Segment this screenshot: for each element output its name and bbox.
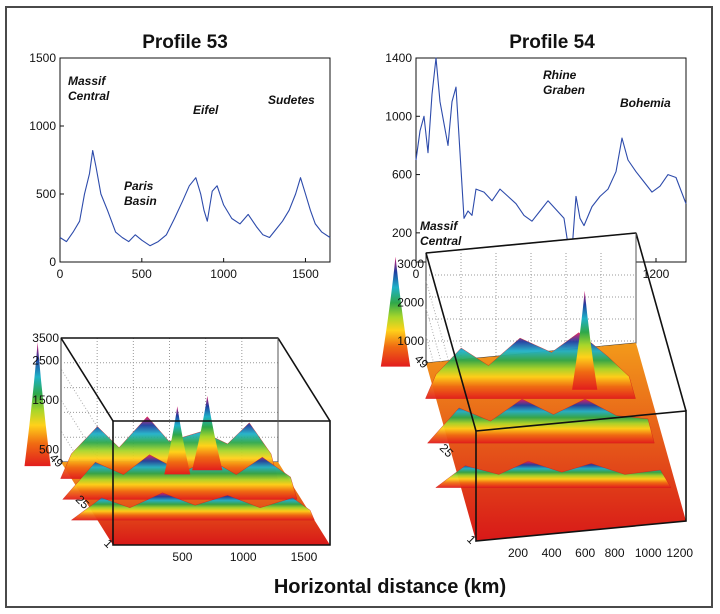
annotation-rhine-graben-line1: Rhine: [543, 68, 577, 82]
p53-ytick-label-2: 1000: [29, 119, 56, 133]
p53-xtick-label-0: 0: [57, 267, 64, 281]
annotation-massif-central-53-line2: Central: [68, 89, 110, 103]
s54-xtick-label-3: 800: [605, 546, 625, 560]
x-axis-label: Horizontal distance (km): [274, 576, 506, 598]
annotation-eifel: Eifel: [193, 103, 219, 117]
s53-surface-ridge-2: [70, 492, 315, 521]
annotation-bohemia: Bohemia: [620, 96, 671, 110]
s54-ztick-label-2: 3000: [397, 257, 424, 271]
p53-xtick-label-2: 1000: [210, 267, 237, 281]
s54-surface-ridge-1: [427, 398, 655, 444]
profile-53-plot-frame: [59, 57, 331, 263]
p54-ytick-label-0: 200: [392, 226, 412, 240]
annotation-paris-basin-line1: Paris: [124, 179, 154, 193]
s54-ztick-label-1: 2000: [397, 296, 424, 310]
s54-box-edge-top-right: [635, 232, 687, 412]
s53-xtick-label-0: 500: [172, 550, 192, 564]
s53-ztick-label-1: 1500: [32, 393, 59, 407]
annotation-massif-central-54-line1: Massif: [420, 219, 458, 233]
p53-ytick-label-1: 500: [36, 187, 56, 201]
annotation-massif-central-54-line2: Central: [420, 234, 462, 248]
annotation-paris-basin: Paris Basin: [124, 179, 157, 208]
profile-54-title: Profile 54: [509, 32, 595, 53]
s54-surface-ridge-2: [435, 460, 672, 488]
s54-box-edge-top-left: [425, 252, 477, 432]
annotation-sudetes: Sudetes: [268, 93, 315, 107]
annotation-massif-central-53: Massif Central: [68, 74, 110, 103]
p53-ytick-label-3: 1500: [29, 51, 56, 65]
annotation-massif-central-53-line1: Massif: [68, 74, 106, 88]
s53-box-edge-top-right: [277, 337, 331, 422]
p54-ytick-label-3: 1400: [385, 51, 412, 65]
s53-surface-ridge-0: [60, 416, 278, 479]
s53-ztick-label-2: 2500: [32, 353, 59, 367]
s54-xtick-label-2: 600: [575, 546, 595, 560]
s53-front-box: [112, 420, 331, 546]
s54-xtick-label-5: 1200: [666, 546, 693, 560]
s53-ztick-label-0: 500: [39, 443, 59, 457]
s53-surface-peak-0: [24, 342, 51, 467]
p53-xtick-label-3: 1500: [292, 267, 319, 281]
s53-side-gridline-1: [60, 368, 114, 453]
profile-53-title: Profile 53: [142, 32, 228, 53]
s54-box-edge-back-top: [425, 232, 637, 254]
p54-series-line-0: [415, 57, 687, 251]
s54-xtick-label-0: 200: [508, 546, 528, 560]
p54-ytick-label-1: 600: [392, 168, 412, 182]
s54-front-box: [475, 410, 687, 542]
s53-box-edge-top-left: [60, 337, 114, 422]
s54-surface-peak-0: [380, 256, 411, 367]
s53-xtick-label-1: 1000: [230, 550, 257, 564]
s53-surface-peak-1: [164, 406, 191, 475]
s54-xtick-label-1: 400: [542, 546, 562, 560]
s53-ztick-label-3: 3500: [32, 331, 59, 345]
s54-surface-peak-1: [572, 290, 598, 390]
p54-xtick-label-0: 0: [413, 267, 420, 281]
p53-xtick-label-1: 500: [132, 267, 152, 281]
annotation-paris-basin-line2: Basin: [124, 194, 157, 208]
p53-series-line-0: [59, 149, 331, 247]
s53-xtick-label-2: 1500: [291, 550, 318, 564]
p53-ytick-label-0: 0: [49, 255, 56, 269]
p54-xtick-label-6: 1200: [643, 267, 670, 281]
s53-surface-peak-2: [192, 395, 223, 471]
annotation-massif-central-54: Massif Central: [420, 219, 462, 248]
s54-ztick-label-0: 1000: [397, 334, 424, 348]
s54-xtick-label-4: 1000: [635, 546, 662, 560]
annotation-rhine-graben: Rhine Graben: [543, 68, 585, 97]
p54-ytick-label-2: 1000: [385, 109, 412, 123]
annotation-rhine-graben-line2: Graben: [543, 83, 585, 97]
